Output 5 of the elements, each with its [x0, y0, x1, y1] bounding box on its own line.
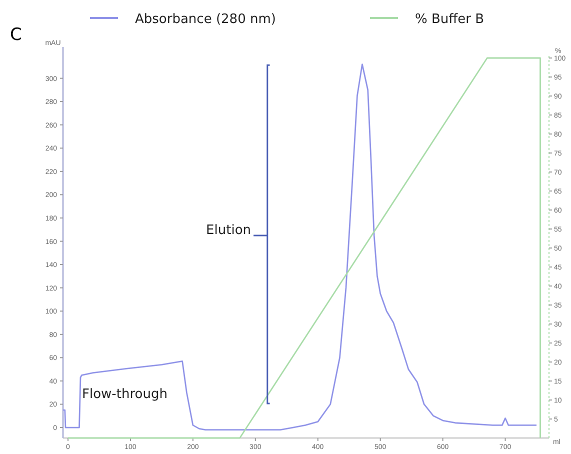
chart-title: C [10, 25, 22, 45]
annotation: Flow-through [82, 387, 168, 402]
legend-label: Absorbance (280 nm) [135, 12, 276, 27]
annotation: Elution [206, 223, 252, 238]
legend-label: % Buffer B [415, 12, 484, 27]
